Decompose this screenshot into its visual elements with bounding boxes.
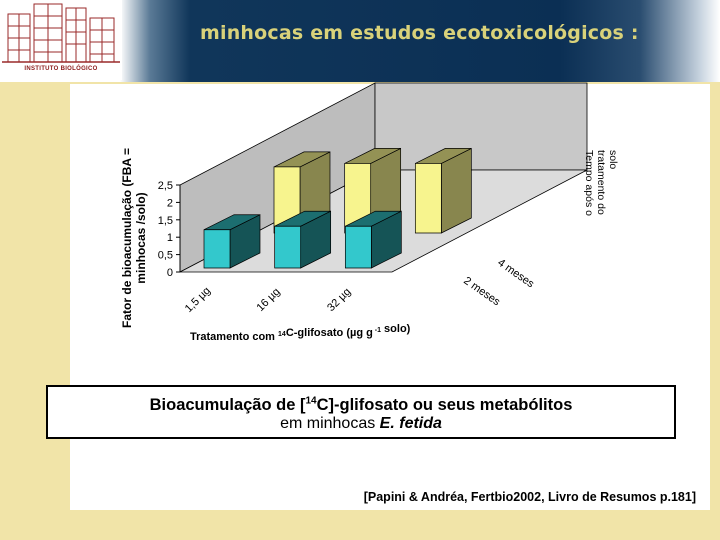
- caption-box: Bioacumulação de [14C]-glifosato ou seus…: [46, 385, 676, 439]
- reference-citation: [Papini & Andréa, Fertbio2002, Livro de …: [363, 490, 696, 504]
- superscript-14: 14: [305, 395, 317, 406]
- caption-line-1: Bioacumulação de [14C]-glifosato ou seus…: [48, 395, 674, 415]
- logo-caption: INSTITUTO BIOLÓGICO: [24, 66, 98, 72]
- caption-line-2: em minhocas E. fetida: [48, 415, 674, 433]
- caption-line-1-text: Bioacumulação de [14C]-glifosato ou seus…: [149, 395, 573, 414]
- y-axis-title: Fator de bioacumulação (FBA = minhocas /…: [120, 148, 148, 328]
- y-tick-label: 2: [167, 197, 173, 209]
- caption-line-2-text: em minhocas E. fetida: [280, 415, 442, 432]
- x-category-label: 1,5 µg: [183, 285, 213, 315]
- y-tick-label: 0: [167, 267, 173, 279]
- z-axis-title: Tempo após o tratamento do solo: [583, 150, 619, 216]
- y-tick-label: 1,5: [158, 215, 173, 227]
- bar-front-0-2: [344, 225, 372, 269]
- z-axis-title-line: tratamento do: [595, 150, 607, 215]
- x-category-label: 32 µg: [325, 286, 353, 314]
- bar-front-0-1: [274, 225, 302, 269]
- institute-logo: [0, 0, 122, 80]
- z-axis-title-line: solo: [607, 150, 619, 169]
- y-tick-label: 0,5: [158, 250, 173, 262]
- chart-bars: [203, 147, 472, 269]
- x-category-label: 16 µg: [254, 286, 282, 314]
- y-tick-label: 1: [167, 232, 173, 244]
- z-axis-title-line: Tempo após o: [583, 150, 595, 216]
- bar-front-0-0: [203, 229, 231, 269]
- species-name: E. fetida: [379, 415, 442, 432]
- slide-title: minhocas em estudos ecotoxicológicos :: [200, 22, 639, 44]
- chart-back-wall: [374, 82, 588, 171]
- slide-header: INSTITUTO BIOLÓGICO minhocas em estudos …: [0, 0, 720, 82]
- bar-front-1-2: [414, 163, 442, 234]
- depth-series-label: 2 meses: [461, 275, 502, 309]
- x-axis-title: Tratamento com 14C-glifosato (µg g -1 so…: [190, 323, 411, 343]
- y-tick-label: 2,5: [158, 180, 173, 192]
- depth-series-label: 4 meses: [495, 257, 536, 291]
